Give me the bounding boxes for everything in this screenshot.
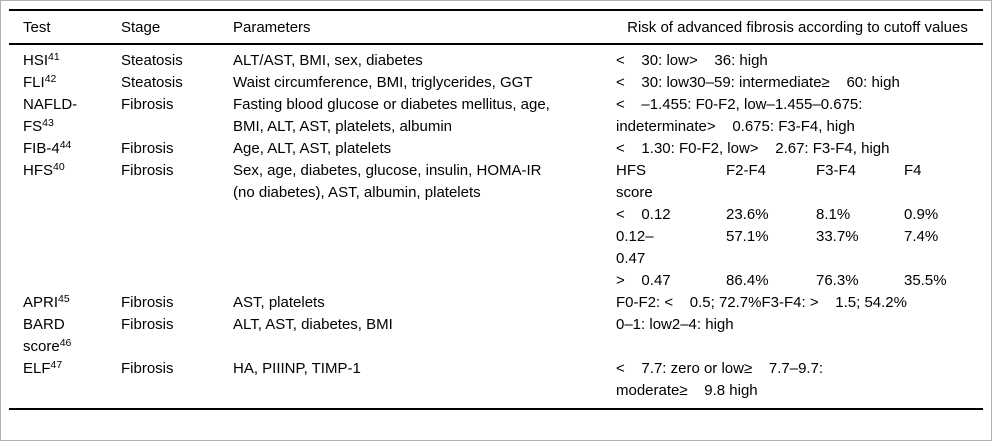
test-cell: ELF47 (23, 358, 121, 380)
citation-ref: 46 (59, 337, 72, 349)
table-row: FLI42 Steatosis Waist circumference, BMI… (9, 72, 983, 94)
stage-cell: Fibrosis (121, 316, 174, 333)
citation-ref: 47 (50, 359, 63, 371)
test-name-line: ELF47 (23, 359, 63, 377)
subtable-cell: 23.6% (726, 206, 769, 223)
table-row: BARD score46 Fibrosis ALT, AST, diabetes,… (9, 314, 983, 358)
table-row: ELF47 Fibrosis HA, PIIINP, TIMP-1 < 7.7:… (9, 358, 983, 402)
parameters-cell: AST, platelets (233, 294, 325, 311)
parameters-cell: HA, PIIINP, TIMP-1 (233, 360, 361, 377)
table-row: HFS40 Fibrosis Sex, age, diabetes, gluco… (9, 160, 983, 292)
subtable-header-cell: HFS score (616, 162, 653, 201)
header-risk: Risk of advanced fibrosis according to c… (627, 19, 968, 36)
citation-ref: 40 (53, 161, 65, 173)
table-row: APRI45 Fibrosis AST, platelets F0-F2: < … (9, 292, 983, 314)
test-cell: BARD score46 (23, 314, 121, 358)
stage-cell: Fibrosis (121, 162, 174, 179)
subtable-cell: 57.1% (726, 228, 769, 245)
subtable-cell: 76.3% (816, 272, 859, 289)
parameters-cell: Age, ALT, AST, platelets (233, 140, 392, 157)
test-name-line: HFS40 (23, 161, 65, 179)
fibrosis-tests-table: Test Stage Parameters Risk of advanced f… (9, 9, 983, 410)
header-stage: Stage (121, 19, 161, 36)
test-name-line: FIB-444 (23, 139, 72, 157)
subtable-cell: 86.4% (726, 272, 769, 289)
parameters-cell: Fasting blood glucose or diabetes mellit… (233, 96, 550, 135)
stage-cell: Steatosis (121, 74, 183, 91)
table-header-row: Test Stage Parameters Risk of advanced f… (9, 11, 983, 45)
table-row: FIB-444 Fibrosis Age, ALT, AST, platelet… (9, 138, 983, 160)
citation-ref: 42 (44, 73, 57, 85)
table-body: HSI41 Steatosis ALT/AST, BMI, sex, diabe… (9, 45, 983, 410)
stage-cell: Steatosis (121, 52, 183, 69)
test-cell: NAFLD- FS43 (23, 94, 121, 138)
subtable-cell: < 0.12 (616, 206, 671, 223)
risk-cell: < 30: low30–59: intermediate≥ 60: high (616, 74, 900, 91)
citation-ref: 44 (59, 139, 72, 151)
subtable-cell: 8.1% (816, 206, 851, 223)
parameters-cell: ALT/AST, BMI, sex, diabetes (233, 52, 423, 69)
subtable-cell: 7.4% (904, 228, 939, 245)
test-cell: FIB-444 (23, 138, 121, 160)
test-name-line: FLI42 (23, 73, 57, 91)
hfs-score-subtable: HFS score F2-F4 F3-F4 F4 < 0.12 23.6% 8.1% 0.9%… (616, 160, 983, 292)
risk-cell: 0–1: low2–4: high (616, 316, 734, 333)
risk-cell: < –1.455: F0-F2, low–1.455–0.675: indete… (616, 96, 863, 135)
header-test: Test (23, 19, 51, 36)
parameters-cell: Waist circumference, BMI, triglycerides,… (233, 74, 533, 91)
risk-cell: < 7.7: zero or low≥ 7.7–9.7: moderate≥ 9… (616, 360, 824, 399)
citation-ref: 45 (58, 293, 70, 305)
test-name-line: score46 (23, 337, 72, 355)
risk-cell: < 30: low> 36: high (616, 52, 768, 69)
subtable-cell: 0.9% (904, 206, 939, 223)
citation-ref: 41 (48, 51, 60, 63)
test-name-line: BARD (23, 316, 65, 333)
page: Test Stage Parameters Risk of advanced f… (1, 9, 991, 410)
subtable-cell: > 0.47 (616, 272, 671, 289)
stage-cell: Fibrosis (121, 294, 174, 311)
subtable-header-cell: F4 (904, 162, 922, 179)
stage-cell: Fibrosis (121, 96, 174, 113)
table-row: NAFLD- FS43 Fibrosis Fasting blood glucos… (9, 94, 983, 138)
table-row: HSI41 Steatosis ALT/AST, BMI, sex, diabe… (9, 50, 983, 72)
subtable-header-cell: F3-F4 (816, 162, 857, 179)
risk-cell: HFS score F2-F4 F3-F4 F4 < 0.12 23.6% 8.1% 0.9%… (616, 160, 983, 292)
parameters-cell: Sex, age, diabetes, glucose, insulin, HO… (233, 162, 542, 201)
parameters-cell: ALT, AST, diabetes, BMI (233, 316, 393, 333)
stage-cell: Fibrosis (121, 140, 174, 157)
risk-cell: F0-F2: < 0.5; 72.7%F3-F4: > 1.5; 54.2% (616, 294, 907, 311)
test-name-line: APRI45 (23, 293, 70, 311)
citation-ref: 43 (42, 117, 54, 129)
subtable-cell: 0.12– 0.47 (616, 228, 654, 267)
test-name-line: HSI41 (23, 51, 60, 69)
subtable-cell: 33.7% (816, 228, 859, 245)
stage-cell: Fibrosis (121, 360, 174, 377)
test-cell: APRI45 (23, 292, 121, 314)
header-parameters: Parameters (233, 19, 311, 36)
test-cell: HFS40 (23, 160, 121, 182)
test-cell: HSI41 (23, 50, 121, 72)
subtable-cell: 35.5% (904, 272, 947, 289)
test-name-line: FS43 (23, 117, 54, 135)
test-cell: FLI42 (23, 72, 121, 94)
subtable-header-cell: F2-F4 (726, 162, 767, 179)
test-name-line: NAFLD- (23, 96, 78, 113)
risk-cell: < 1.30: F0-F2, low> 2.67: F3-F4, high (616, 140, 890, 157)
